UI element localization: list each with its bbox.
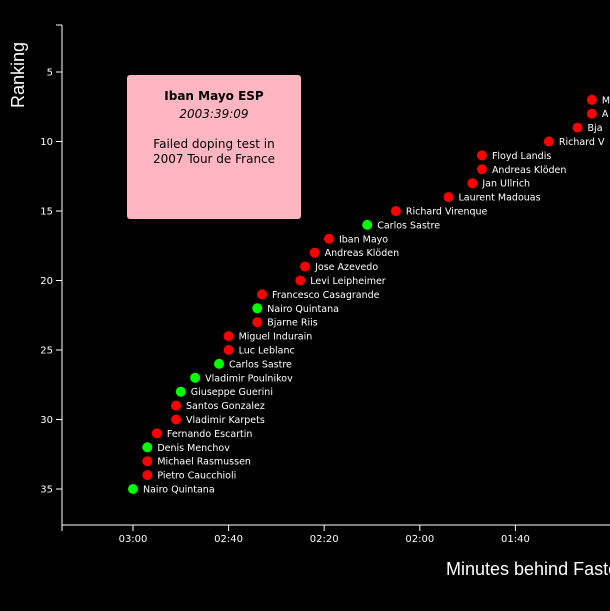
point-label: Iban Mayo bbox=[339, 234, 388, 245]
data-point bbox=[543, 136, 554, 147]
data-point bbox=[443, 192, 454, 203]
y-tick-label: 5 bbox=[47, 68, 53, 79]
tooltip-name: Iban Mayo ESP bbox=[164, 89, 264, 103]
point-label: Nairo Quintana bbox=[143, 485, 215, 496]
x-tick-label: 01:40 bbox=[501, 534, 530, 545]
x-tick-label: 02:20 bbox=[310, 534, 339, 545]
data-point bbox=[171, 414, 182, 425]
tooltip-note: Failed doping test in 2007 Tour de Franc… bbox=[152, 137, 276, 166]
data-point bbox=[586, 108, 597, 119]
point-label: Levi Leipheimer bbox=[310, 276, 385, 287]
point-label: Jan Ullrich bbox=[481, 179, 530, 190]
point-label: Luc Leblanc bbox=[239, 346, 295, 357]
data-point bbox=[252, 303, 263, 314]
data-point bbox=[323, 233, 334, 244]
point-label: Vladimir Poulnikov bbox=[205, 373, 293, 384]
x-axis: 03:00 02:40 02:20 02:00 01:40 bbox=[61, 524, 610, 545]
point-label: Carlos Sastre bbox=[229, 359, 292, 370]
data-point bbox=[223, 331, 234, 342]
point-label: Pietro Caucchioli bbox=[157, 471, 236, 482]
data-point bbox=[300, 261, 311, 272]
data-point bbox=[214, 358, 225, 369]
data-points: MA Bja Richard V Floyd Landis Andreas Klöden… bbox=[128, 94, 610, 496]
tooltip-time: 2003:39:09 bbox=[179, 107, 249, 121]
data-point bbox=[190, 372, 201, 383]
y-tick-label: 25 bbox=[40, 346, 53, 357]
data-point bbox=[142, 470, 153, 481]
point-label: Andreas Klöden bbox=[325, 248, 399, 259]
point-label: Richard Virenque bbox=[406, 207, 488, 218]
y-tick-label: 35 bbox=[40, 485, 53, 496]
point-label: Fernando Escartin bbox=[167, 429, 253, 440]
y-tick-label: 15 bbox=[40, 207, 53, 218]
data-point bbox=[362, 219, 373, 230]
point-label: Jose Azevedo bbox=[314, 262, 378, 273]
data-point bbox=[476, 150, 487, 161]
point-label: Andreas Klöden bbox=[492, 165, 566, 176]
x-tick-label: 02:00 bbox=[405, 534, 434, 545]
tooltip: Iban Mayo ESP 2003:39:09 Failed doping t… bbox=[127, 75, 301, 219]
point-label: Bja bbox=[588, 123, 603, 134]
data-point bbox=[175, 386, 186, 397]
x-tick-label: 03:00 bbox=[119, 534, 148, 545]
point-label: Bjarne Riis bbox=[267, 318, 317, 329]
data-point bbox=[572, 122, 583, 133]
point-label: Nairo Quintana bbox=[267, 304, 339, 315]
point-label: Laurent Madouas bbox=[458, 193, 540, 204]
data-point bbox=[252, 317, 263, 328]
data-point bbox=[151, 428, 162, 439]
y-axis-title: Ranking bbox=[8, 42, 28, 108]
data-point bbox=[223, 345, 234, 355]
x-tick-label: 02:40 bbox=[214, 534, 243, 545]
point-label: A bbox=[602, 109, 609, 120]
data-point bbox=[128, 484, 138, 494]
x-axis-title: Minutes behind Fastest Time bbox=[446, 559, 610, 579]
y-tick-label: 30 bbox=[40, 415, 53, 426]
point-label: Miguel Indurain bbox=[239, 332, 313, 343]
data-point bbox=[257, 289, 268, 300]
data-point bbox=[295, 275, 306, 286]
point-label: Michael Rasmussen bbox=[157, 457, 251, 468]
data-point bbox=[476, 164, 487, 175]
data-point bbox=[390, 206, 401, 216]
point-label: Carlos Sastre bbox=[377, 220, 440, 231]
data-point bbox=[586, 94, 597, 105]
point-label: Santos Gonzalez bbox=[186, 401, 265, 412]
point-label: Floyd Landis bbox=[492, 151, 551, 162]
data-point bbox=[467, 178, 478, 189]
y-tick-label: 10 bbox=[40, 137, 53, 148]
data-point bbox=[142, 456, 153, 467]
point-label: Vladimir Karpets bbox=[186, 415, 265, 426]
point-label: Richard V bbox=[559, 137, 605, 148]
data-point bbox=[309, 247, 320, 258]
data-point bbox=[142, 442, 153, 453]
data-point bbox=[171, 400, 182, 411]
point-label: M bbox=[602, 95, 610, 106]
y-tick-label: 20 bbox=[40, 276, 53, 287]
y-axis: 5 10 15 20 25 30 35 bbox=[40, 24, 63, 525]
point-label: Denis Menchov bbox=[157, 443, 230, 454]
point-label: Giuseppe Guerini bbox=[191, 387, 273, 398]
point-label: Francesco Casagrande bbox=[272, 290, 380, 301]
